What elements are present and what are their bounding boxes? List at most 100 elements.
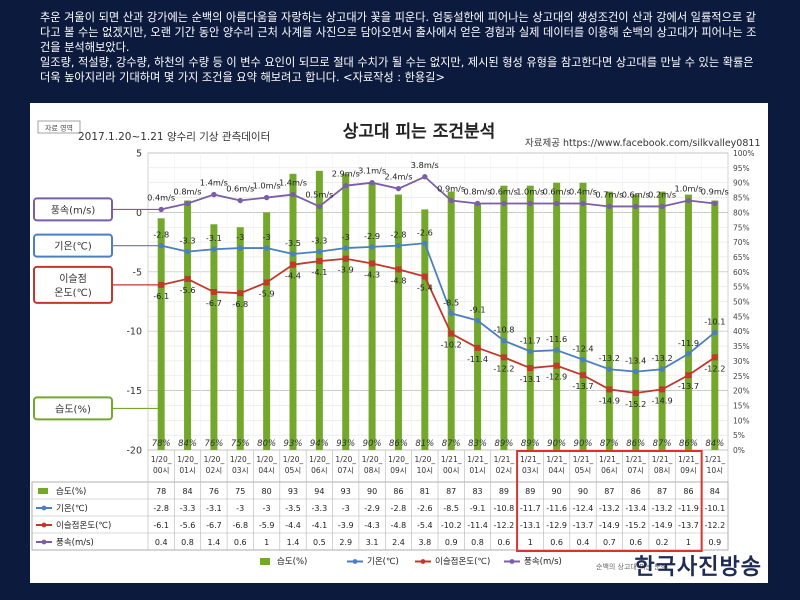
corner-label-box [37, 120, 81, 134]
table-cell: 87 [446, 487, 456, 496]
x-tick-hour: 07시 [628, 466, 644, 475]
wind-point [448, 197, 454, 204]
table-cell: 1 [528, 538, 533, 547]
x-tick-date: 1/21_ [467, 455, 488, 464]
legend-swatch-point [509, 559, 515, 564]
intro-paragraph-2: 일조량, 적설량, 강수량, 하천의 수량 등 이 변수 요인이 되므로 절대 … [40, 56, 754, 84]
table-cell: 93 [341, 487, 351, 496]
dewpoint-label: -4.8 [390, 275, 406, 285]
x-tick-hour: 01시 [469, 466, 485, 475]
dewpoint-point [711, 354, 718, 361]
dewpoint-label: -13.1 [520, 374, 541, 384]
x-tick-hour: 02시 [496, 466, 512, 475]
temperature-label: -2.8 [153, 230, 169, 240]
chart-title: 상고대 피는 조건분석 [343, 122, 496, 142]
legend-item: 기온(℃) [367, 557, 399, 567]
temperature-point [685, 351, 692, 357]
table-cell: -14.9 [652, 521, 673, 530]
wind-callout-label: 풍속(m/s) [51, 204, 96, 216]
humidity-bar-label: 84% [705, 439, 724, 449]
humidity-bar [210, 224, 218, 450]
dewpoint-point [237, 290, 244, 297]
dewpoint-label: -14.9 [599, 395, 620, 405]
temperature-label: -3.3 [180, 236, 196, 246]
table-cell: 1 [264, 538, 269, 547]
left-axis-tick: 5 [136, 149, 142, 160]
x-tick-hour: 10시 [707, 466, 723, 475]
wind-point [263, 194, 270, 201]
dewpoint-point [290, 261, 296, 268]
x-tick-date: 1/20_ [415, 455, 436, 464]
temperature-label: -8.5 [443, 297, 459, 307]
humidity-bar [368, 182, 376, 450]
temperature-point [633, 368, 639, 375]
temperature-point [237, 245, 243, 251]
dewpoint-line [160, 257, 716, 394]
table-cell: -5.4 [417, 521, 433, 530]
wind-label: 3.1m/s [358, 166, 386, 176]
table-row-header: 기온(℃) [56, 504, 88, 514]
temperature-point [606, 366, 613, 372]
temperature-point [712, 329, 718, 336]
humidity-bar-label: 76% [204, 439, 223, 449]
dewpoint-label: -3.9 [338, 265, 354, 275]
wind-label: 0.6m/s [543, 186, 571, 196]
humidity-bar-label: 94% [310, 439, 329, 449]
legend-item: 습도(%) [277, 557, 307, 567]
humidity-bar [289, 173, 297, 450]
x-tick-hour: 09시 [680, 466, 696, 475]
table-cell: -13.2 [599, 504, 620, 513]
humidity-bar-label: 84% [178, 439, 197, 449]
wind-label: 0.7m/s [595, 189, 623, 199]
temperature-label: -13.2 [599, 353, 620, 363]
right-axis-tick: 0% [733, 446, 745, 455]
table-cell: -6.7 [206, 521, 222, 530]
humidity-bar [447, 191, 455, 451]
dewpoint-callout-label: 온도(℃) [54, 287, 92, 299]
dewpoint-label: -12.9 [546, 372, 567, 382]
x-tick-hour: 00시 [443, 466, 459, 475]
wind-label: 0.5m/s [305, 189, 333, 199]
humidity-bar [632, 194, 640, 450]
wind-label: 1.4m/s [200, 178, 228, 188]
humidity-bar-label: 90% [547, 439, 566, 449]
humidity-bar-label: 87% [442, 439, 461, 449]
wind-point [685, 197, 692, 204]
wind-label: 1.0m/s [674, 184, 702, 194]
table-cell: 3.8 [418, 538, 431, 547]
temperature-label: -11.6 [546, 334, 567, 344]
table-cell: -3 [263, 504, 271, 513]
table-cell: 83 [472, 487, 482, 496]
dewpoint-label: -4.3 [364, 269, 380, 279]
x-tick-hour: 01시 [179, 466, 195, 475]
wind-point [580, 200, 586, 207]
humidity-bar-label: 75% [231, 439, 250, 449]
right-axis-tick: 25% [733, 372, 750, 381]
x-tick-date: 1/20_ [204, 455, 225, 464]
table-cell: 86 [631, 487, 641, 496]
temperature-point [343, 245, 349, 251]
table-legend-swatch [38, 488, 48, 494]
humidity-bar-label: 93% [284, 439, 303, 449]
table-cell: 1.4 [208, 538, 221, 547]
wind-point [211, 191, 217, 198]
temperature-point [527, 348, 533, 355]
temperature-point [395, 242, 402, 249]
table-cell: -4.1 [312, 521, 328, 530]
table-cell: 84 [182, 487, 192, 496]
table-cell: -6.1 [153, 521, 169, 530]
table-cell: 0.6 [498, 538, 511, 547]
x-tick-date: 1/21_ [573, 455, 594, 464]
dewpoint-point [659, 386, 666, 393]
dewpoint-label: -5.6 [180, 285, 196, 295]
corner-label: 자료 영역 [45, 124, 73, 133]
humidity-callout-label: 습도(%) [55, 403, 91, 415]
wind-point [369, 180, 375, 186]
footer-note: 순백의 상고대 피는 분석 [596, 562, 667, 571]
right-axis-tick: 60% [733, 268, 750, 277]
dewpoint-label: -13.7 [572, 381, 593, 391]
humidity-bar [236, 227, 244, 450]
table-cell: -13.2 [652, 504, 673, 513]
left-axis-tick: 0 [136, 208, 142, 219]
x-tick-date: 1/20_ [362, 455, 383, 464]
